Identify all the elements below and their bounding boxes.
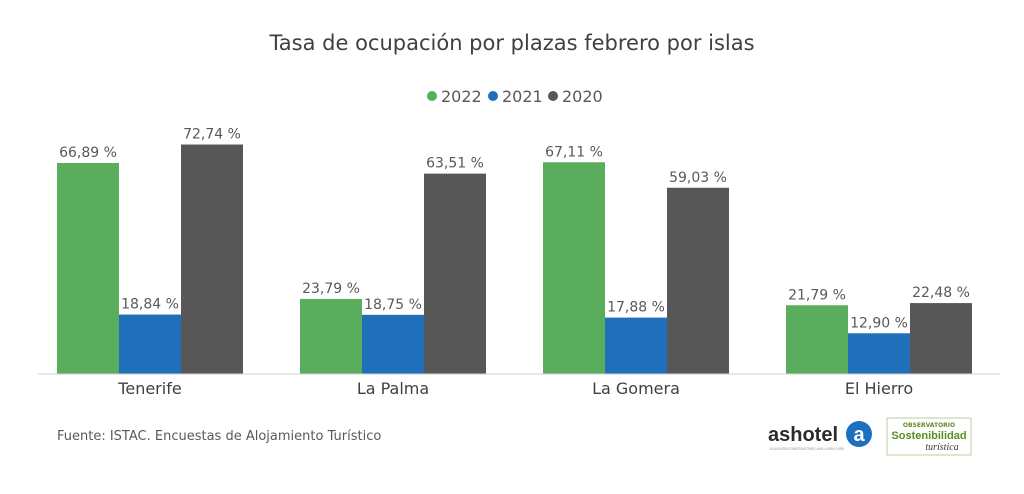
observatorio-logo-main: Sostenibilidad [891, 430, 966, 442]
bar-la-palma-2021 [362, 314, 424, 374]
ashotel-logo-tagline: ASOCIACIÓN HOTELERA Y EXTRAHOTELERA DE T… [770, 446, 844, 451]
observatorio-logo-sub: turística [925, 442, 958, 453]
legend-marker-2021 [488, 91, 498, 101]
category-label-la-gomera: La Gomera [592, 379, 680, 398]
legend-label-2021: 2021 [502, 87, 543, 106]
chart-title: Tasa de ocupación por plazas febrero por… [268, 31, 754, 55]
ashotel-logo: ashotel a ASOCIACIÓN HOTELERA Y EXTRAHOT… [768, 421, 872, 451]
value-label-el-hierro-2021: 12,90 % [850, 315, 908, 331]
bar-la-gomera-2022 [543, 162, 605, 374]
legend-label-2022: 2022 [441, 87, 482, 106]
legend-marker-2022 [427, 91, 437, 101]
legend-marker-2020 [548, 91, 558, 101]
bars-group [57, 144, 972, 374]
value-label-la-gomera-2021: 17,88 % [607, 300, 665, 316]
value-label-la-palma-2021: 18,75 % [364, 297, 422, 313]
bar-tenerife-2022 [57, 162, 119, 374]
category-label-tenerife: Tenerife [117, 379, 181, 398]
ashotel-logo-mark-icon [846, 421, 872, 447]
value-labels-group: 66,89 % 18,84 % 72,74 % 23,79 %18,75 % 63,51… [59, 127, 970, 332]
category-label-el-hierro: El Hierro [845, 379, 913, 398]
bar-la-palma-2022 [300, 298, 362, 374]
value-label-la-gomera-2020: 59,03 % [669, 170, 727, 186]
legend: 2022 2021 2020 [427, 87, 603, 106]
bar-tenerife-2020 [181, 144, 243, 374]
bar-la-gomera-2021 [605, 317, 667, 374]
value-label-tenerife-2020: 72,74 % [183, 127, 241, 143]
bar-el-hierro-2022 [786, 305, 848, 374]
bar-la-palma-2020 [424, 173, 486, 374]
legend-label-2020: 2020 [562, 87, 603, 106]
observatorio-logo-top: OBSERVATORIO [903, 422, 955, 429]
ashotel-logo-name: ashotel [768, 424, 838, 446]
value-label-la-gomera-2022: 67,11 % [545, 144, 603, 160]
value-label-tenerife-2022: 66,89 % [59, 145, 117, 161]
value-label-la-palma-2022: 23,79 % [302, 281, 360, 297]
observatorio-logo: OBSERVATORIO Sostenibilidad turística [886, 417, 972, 456]
category-labels-group: Tenerife La Palma La Gomera El Hierro [117, 379, 913, 398]
bar-tenerife-2021 [119, 314, 181, 374]
category-label-la-palma: La Palma [357, 379, 429, 398]
value-label-el-hierro-2022: 21,79 % [788, 287, 846, 303]
source-note: Fuente: ISTAC. Encuestas de Alojamiento … [57, 429, 381, 444]
value-label-tenerife-2021: 18,84 % [121, 297, 179, 313]
value-label-la-palma-2020: 63,51 % [426, 156, 484, 172]
bar-el-hierro-2020 [910, 303, 972, 374]
bar-la-gomera-2020 [667, 187, 729, 374]
ashotel-logo-mark-letter: a [853, 424, 865, 446]
value-label-el-hierro-2020: 22,48 % [912, 285, 970, 301]
bar-el-hierro-2021 [848, 333, 910, 374]
